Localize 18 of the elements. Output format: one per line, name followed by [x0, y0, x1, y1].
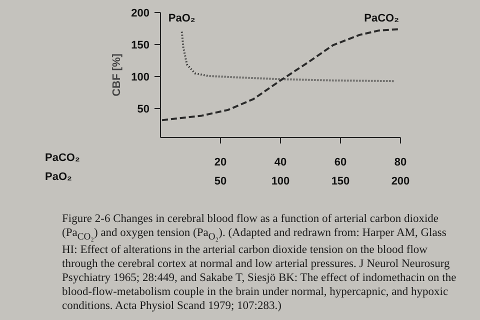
text: Figure 2-6 Changes in cerebral blood flow as a function of arterial carbon dioxide (Pa$_{CO₂}$) and oxygen tension (Pa$_{O₂}$). (Adapted and redrawn from: Harper AM, Glass HI: Effect of alterations in the arterial carbon dioxide tension on the blood flow through the cerebral cortex at normal and low arterial pressures. J Neurol Neurosurg Psychiatry 1965; 28:449, and Sakabe T, Siesjö BK: The effect of indomethacin on the blood-flow-metabolism couple in the brain under normal, hypercapnic, and hypoxic conditions. Acta Physiol Scand 1979; 107:283.): [62, 213, 456, 312]
x2-axis-title: PaO₂: [45, 170, 73, 185]
x-tick-label: 40: [274, 156, 287, 168]
x2-tick-label: 50: [214, 176, 227, 188]
y-tick-label: 100: [131, 72, 150, 84]
x-tick-label: 60: [334, 156, 347, 168]
x-tick-label: 80: [394, 156, 407, 168]
y-tick-label: 50: [137, 104, 150, 116]
y-axis-title: CBF [%]: [111, 53, 124, 96]
x2-tick-label: 100: [271, 176, 290, 188]
series-label: PaCO₂: [364, 12, 400, 24]
x2-tick-label: 150: [331, 176, 350, 188]
x-axis-title: PaCO₂: [45, 151, 80, 166]
y-tick-label: 200: [131, 8, 150, 20]
x2-tick-label: 200: [391, 176, 410, 188]
series-label: PaO₂: [168, 12, 196, 24]
y-tick-label: 150: [131, 40, 150, 52]
x-tick-label: 20: [214, 156, 227, 168]
